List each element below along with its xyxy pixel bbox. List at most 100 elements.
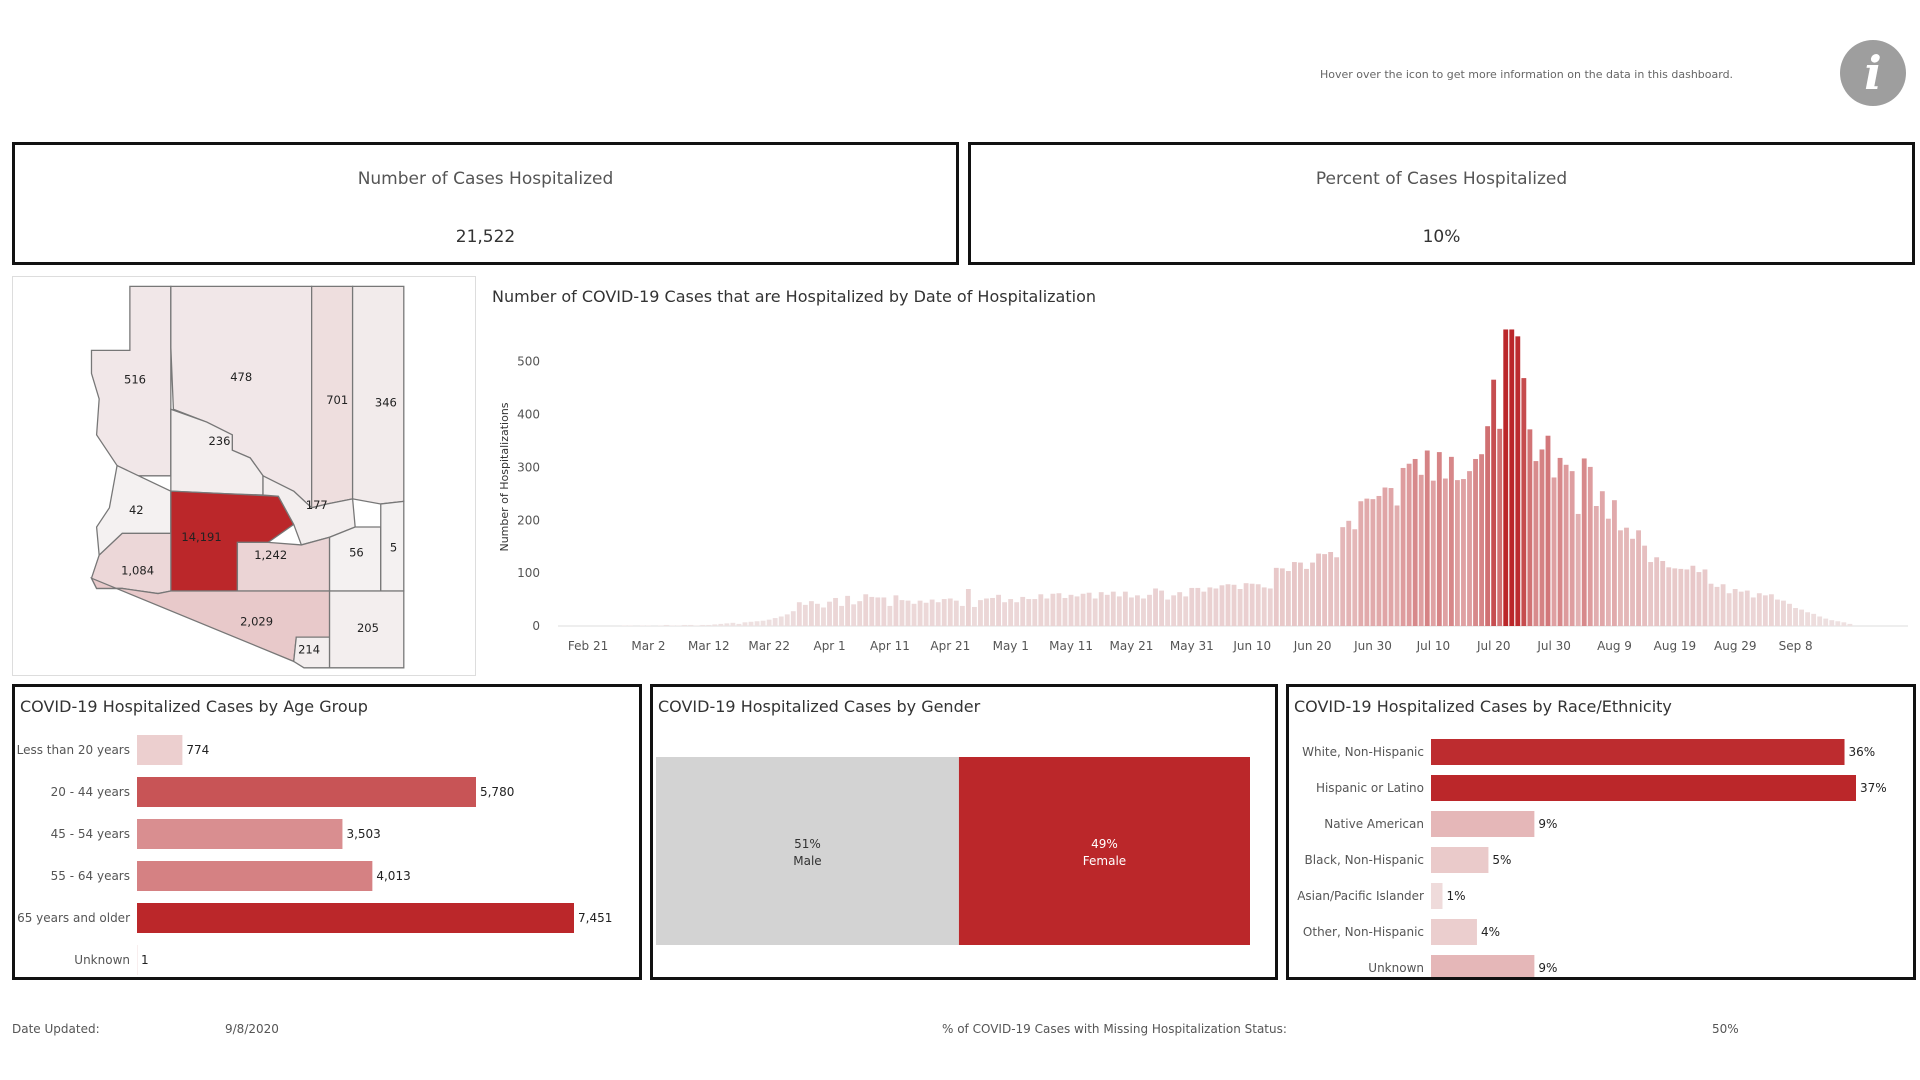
daily-bar[interactable] bbox=[1829, 620, 1835, 626]
daily-bar[interactable] bbox=[1654, 557, 1660, 626]
daily-bar[interactable] bbox=[760, 620, 766, 626]
daily-bar[interactable] bbox=[899, 600, 905, 626]
daily-bar[interactable] bbox=[863, 594, 869, 626]
daily-bar[interactable] bbox=[784, 614, 790, 626]
category-bar[interactable] bbox=[1431, 775, 1856, 801]
daily-bar[interactable] bbox=[1805, 612, 1811, 626]
daily-bar[interactable] bbox=[1823, 618, 1829, 626]
daily-bar[interactable] bbox=[1249, 583, 1255, 626]
info-icon[interactable]: i bbox=[1840, 40, 1906, 106]
daily-bar[interactable] bbox=[953, 600, 959, 626]
daily-bar[interactable] bbox=[1618, 530, 1623, 626]
daily-bar[interactable] bbox=[1273, 567, 1279, 626]
daily-bar[interactable] bbox=[1418, 474, 1424, 626]
daily-bar[interactable] bbox=[1630, 538, 1635, 626]
daily-bar[interactable] bbox=[1732, 589, 1738, 626]
daily-bar[interactable] bbox=[1744, 590, 1750, 626]
daily-bar[interactable] bbox=[1279, 568, 1285, 626]
daily-bar[interactable] bbox=[1575, 513, 1581, 626]
daily-bar[interactable] bbox=[1521, 378, 1527, 626]
daily-bar[interactable] bbox=[1479, 454, 1484, 626]
daily-bar[interactable] bbox=[893, 595, 899, 626]
daily-bar[interactable] bbox=[1364, 498, 1370, 626]
daily-bar[interactable] bbox=[1406, 463, 1412, 626]
daily-bar[interactable] bbox=[736, 623, 742, 626]
daily-bar[interactable] bbox=[1074, 596, 1080, 626]
daily-bar[interactable] bbox=[1817, 616, 1823, 626]
daily-bar[interactable] bbox=[1110, 591, 1116, 626]
daily-bar[interactable] bbox=[1189, 587, 1195, 626]
daily-bar[interactable] bbox=[1581, 458, 1587, 626]
daily-bar[interactable] bbox=[645, 625, 651, 626]
daily-bar[interactable] bbox=[1352, 529, 1358, 626]
category-bar[interactable] bbox=[1431, 811, 1535, 837]
daily-bar[interactable] bbox=[1847, 623, 1853, 626]
daily-bar[interactable] bbox=[1533, 461, 1539, 626]
category-bar[interactable] bbox=[137, 819, 343, 849]
daily-bar[interactable] bbox=[1485, 426, 1491, 626]
category-bar[interactable] bbox=[1431, 847, 1489, 873]
daily-bar[interactable] bbox=[1563, 464, 1569, 626]
daily-bar[interactable] bbox=[1141, 598, 1146, 626]
daily-bar[interactable] bbox=[1322, 554, 1328, 626]
daily-bar[interactable] bbox=[1122, 591, 1128, 626]
daily-bar[interactable] bbox=[664, 624, 669, 626]
daily-bar[interactable] bbox=[1171, 595, 1177, 626]
category-bar[interactable] bbox=[137, 861, 373, 891]
daily-bar[interactable] bbox=[748, 621, 754, 626]
category-bar[interactable] bbox=[137, 945, 138, 975]
daily-bar[interactable] bbox=[1690, 565, 1696, 626]
daily-bar[interactable] bbox=[959, 605, 965, 626]
daily-bar[interactable] bbox=[1557, 457, 1563, 626]
daily-bar[interactable] bbox=[1213, 588, 1219, 626]
daily-bar[interactable] bbox=[929, 599, 935, 626]
daily-bar[interactable] bbox=[1207, 587, 1213, 626]
daily-bar[interactable] bbox=[839, 605, 844, 626]
daily-bar[interactable] bbox=[1491, 379, 1497, 626]
daily-bar[interactable] bbox=[1177, 592, 1183, 626]
daily-bar[interactable] bbox=[754, 621, 760, 626]
daily-bar[interactable] bbox=[1243, 583, 1249, 626]
daily-bar[interactable] bbox=[1527, 429, 1533, 626]
daily-bar[interactable] bbox=[1684, 569, 1690, 626]
daily-bar[interactable] bbox=[984, 598, 989, 626]
daily-bar[interactable] bbox=[917, 600, 923, 626]
daily-bar[interactable] bbox=[1461, 479, 1466, 626]
daily-bar[interactable] bbox=[1328, 552, 1334, 626]
daily-bar[interactable] bbox=[845, 595, 851, 626]
daily-bar[interactable] bbox=[947, 598, 953, 626]
daily-bar[interactable] bbox=[1370, 499, 1376, 626]
daily-bar[interactable] bbox=[1702, 569, 1708, 626]
daily-bar[interactable] bbox=[1412, 458, 1418, 626]
daily-bar[interactable] bbox=[1400, 467, 1406, 626]
daily-bar[interactable] bbox=[1569, 471, 1575, 626]
daily-bar[interactable] bbox=[1032, 599, 1038, 626]
daily-bar[interactable] bbox=[1497, 428, 1503, 626]
daily-bar[interactable] bbox=[1503, 329, 1509, 626]
daily-bar[interactable] bbox=[1660, 560, 1666, 626]
category-bar[interactable] bbox=[137, 735, 183, 765]
daily-bar[interactable] bbox=[1231, 584, 1237, 626]
daily-bar[interactable] bbox=[1841, 622, 1847, 626]
daily-bar[interactable] bbox=[827, 601, 832, 626]
daily-bar[interactable] bbox=[1624, 527, 1629, 626]
daily-bar[interactable] bbox=[1044, 598, 1050, 626]
daily-bar[interactable] bbox=[1714, 586, 1720, 626]
daily-bar[interactable] bbox=[1473, 458, 1478, 626]
daily-bar[interactable] bbox=[923, 602, 929, 626]
category-bar[interactable] bbox=[1431, 739, 1845, 765]
daily-bar[interactable] bbox=[639, 625, 645, 626]
daily-bar[interactable] bbox=[1298, 562, 1303, 626]
daily-bar[interactable] bbox=[808, 601, 814, 626]
daily-bar[interactable] bbox=[1092, 598, 1098, 626]
daily-bar[interactable] bbox=[1762, 595, 1768, 626]
daily-bar[interactable] bbox=[1756, 593, 1762, 626]
daily-bar[interactable] bbox=[778, 616, 784, 626]
daily-bar[interactable] bbox=[1340, 527, 1346, 626]
daily-bar[interactable] bbox=[1648, 562, 1654, 626]
daily-bar[interactable] bbox=[887, 605, 893, 626]
daily-bar[interactable] bbox=[742, 622, 748, 626]
daily-bar[interactable] bbox=[1509, 329, 1515, 626]
daily-bar[interactable] bbox=[658, 625, 663, 626]
daily-bar[interactable] bbox=[1599, 491, 1605, 626]
